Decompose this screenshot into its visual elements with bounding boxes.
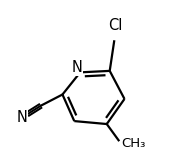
Text: N: N [72, 60, 83, 75]
Text: Cl: Cl [108, 18, 122, 33]
Text: CH₃: CH₃ [122, 137, 146, 150]
Text: N: N [16, 110, 27, 125]
